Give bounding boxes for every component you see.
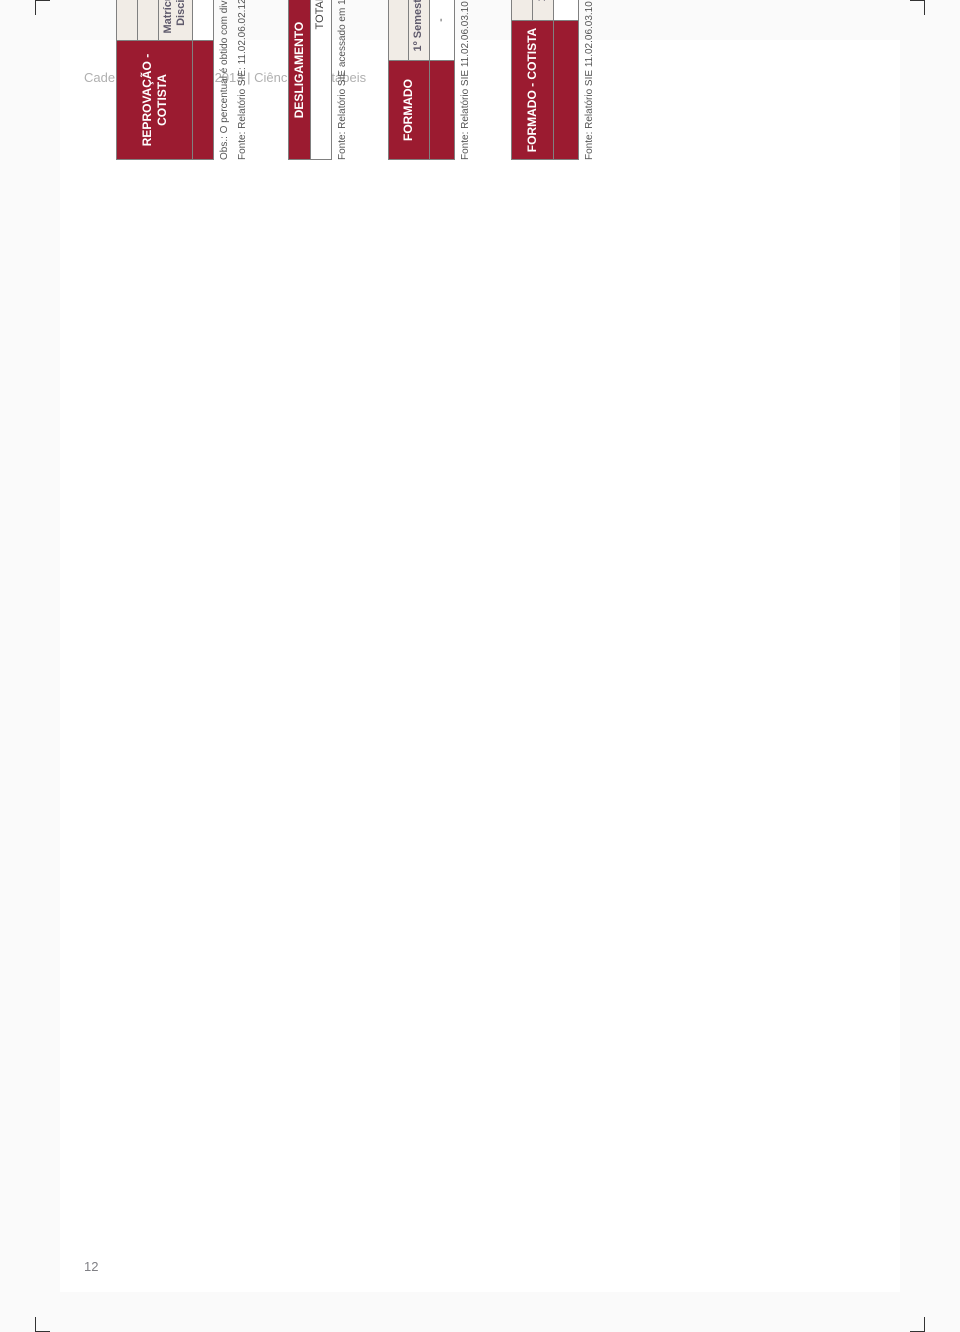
t4-y: 2009 xyxy=(512,0,533,21)
table-reprovacao-cotista: REPROVAÇÃO - COTISTA Ano 2008 2009 2010 … xyxy=(116,0,250,160)
table-formado: FORMADO 2008 2008 Total 2009 2009 Total … xyxy=(388,0,474,160)
table1-data-row: - - 0,0% 21 1 4,8% 168 22 13,1% 166 53 3… xyxy=(193,0,214,160)
page: Caderno de Avaliação 2013 | Ciências Con… xyxy=(60,40,900,1292)
t3-c: - xyxy=(430,0,455,61)
table-formado-cotista: FORMADO - COTISTA 2009 2009 Total 2010 2… xyxy=(511,0,597,160)
table1: REPROVAÇÃO - COTISTA Ano 2008 2009 2010 … xyxy=(116,0,214,160)
t3-s: 1º Semestre xyxy=(409,0,430,61)
page-number: 12 xyxy=(84,1259,98,1274)
table4-data-row: - - - - - - - - - - xyxy=(553,0,578,160)
t3-rowhead-blank xyxy=(430,61,455,160)
table1-ano-header: Ano xyxy=(117,0,138,41)
table3-fonte: Fonte: Relatório SIE 11.02.06.03.10 aces… xyxy=(459,0,473,160)
rotated-content: REPROVAÇÃO - COTISTA Ano 2008 2009 2010 … xyxy=(116,0,635,160)
table2-fonte: Fonte: Relatório SIE acessado em 18/06/1… xyxy=(336,0,350,160)
table2-data-row: TOTAL 11 xyxy=(310,0,331,160)
table4-row-title: FORMADO - COTISTA xyxy=(512,21,554,160)
table1-fonte: Fonte: Relatório SIE: 11.02.06.02.12 ext… xyxy=(236,0,250,160)
table3: FORMADO 2008 2008 Total 2009 2009 Total … xyxy=(388,0,456,160)
table2-row-title: DESLIGAMENTO xyxy=(288,0,310,160)
table3-data-row: - - - - - - - - - - - - - xyxy=(430,0,455,160)
t4-c: - xyxy=(553,0,578,21)
table1-year-2008: 2008 xyxy=(137,0,158,41)
t1-rowhead-blank xyxy=(193,41,214,160)
t3-y: 2008 xyxy=(388,0,409,61)
t1-c: - xyxy=(193,0,214,41)
table-desligamento: DESLIGAMENTO Relatório SIE: 11.02.04.99.… xyxy=(288,0,350,160)
table3-row-title: FORMADO xyxy=(388,61,430,160)
table2-total-label: TOTAL xyxy=(310,0,331,160)
t4-s: 1º Semestre xyxy=(532,0,553,21)
table4: FORMADO - COTISTA 2009 2009 Total 2010 2… xyxy=(511,0,579,160)
table2: DESLIGAMENTO Relatório SIE: 11.02.04.99.… xyxy=(288,0,332,160)
table4-fonte: Fonte: Relatório SIE 11.02.06.03.10 aces… xyxy=(583,0,597,160)
t1-h: Matrículas em Disciplinas xyxy=(158,0,193,41)
table1-obs: Obs.: O percentual é obtido com divisão … xyxy=(218,0,232,160)
t4-rowhead-blank xyxy=(553,21,578,160)
table1-row-title: REPROVAÇÃO - COTISTA xyxy=(117,41,193,160)
